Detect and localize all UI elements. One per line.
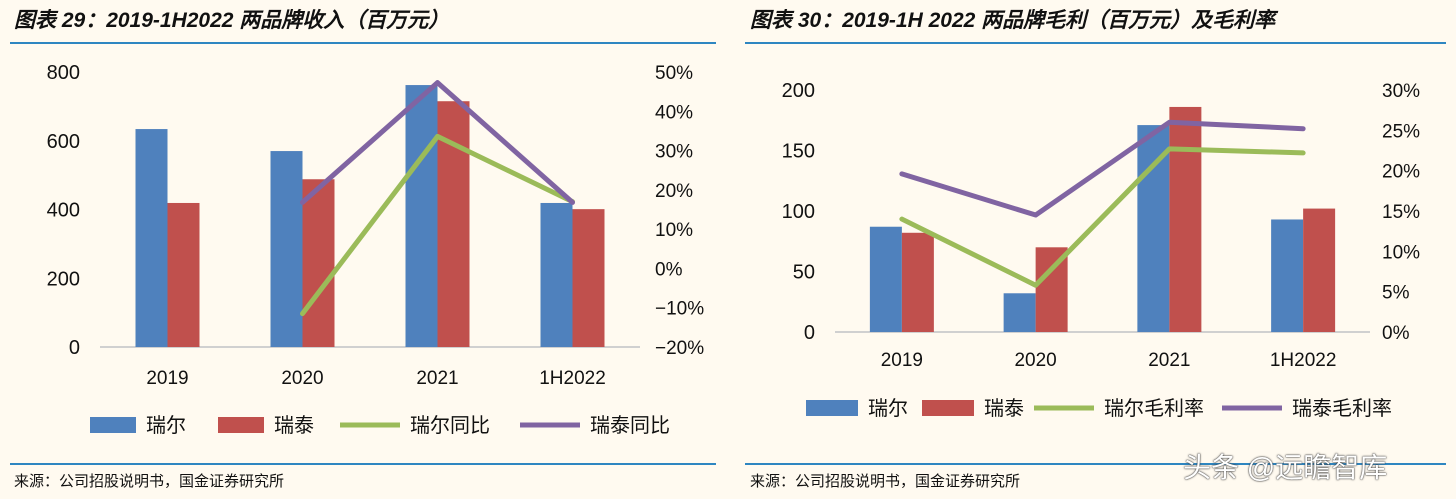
chart2-y-tick-label: 200 bbox=[782, 80, 815, 102]
chart1-x-tick-label: 2019 bbox=[146, 368, 188, 389]
chart2-bar-瑞泰-2021 bbox=[1169, 106, 1202, 332]
chart1-bar-瑞泰-2019 bbox=[167, 202, 200, 347]
chart1-legend-swatch bbox=[218, 417, 264, 433]
chart1-y2-tick-label: −10% bbox=[655, 299, 704, 320]
chart2-y2-tick-label: 5% bbox=[1382, 283, 1410, 304]
chart2-source: 来源：公司招股说明书，国金证券研究所 bbox=[750, 473, 1021, 490]
chart1-y-tick-label: 200 bbox=[47, 268, 80, 290]
chart2-bar-瑞泰-2019 bbox=[901, 232, 934, 332]
chart1-x-tick-label: 1H2022 bbox=[539, 368, 606, 389]
chart1-y2-tick-label: 0% bbox=[655, 259, 683, 280]
chart1-y2-tick-label: 10% bbox=[655, 220, 693, 241]
chart2-y-tick-label: 150 bbox=[782, 141, 815, 163]
chart1-legend-label: 瑞尔 bbox=[146, 414, 186, 437]
chart1-y2-tick-label: 40% bbox=[655, 102, 693, 123]
chart2-x-tick-label: 2020 bbox=[1014, 350, 1056, 371]
chart2-source-rule bbox=[745, 463, 1446, 465]
chart1-source-rule bbox=[10, 463, 716, 465]
chart2-y-tick-label: 0 bbox=[804, 322, 815, 344]
chart2-title: 图表 30：2019-1H 2022 两品牌毛利（百万元）及毛利率 bbox=[750, 9, 1276, 32]
chart1-y2-tick-label: 50% bbox=[655, 63, 693, 84]
chart2-y-tick-label: 100 bbox=[782, 201, 815, 223]
chart2-x-tick-label: 1H2022 bbox=[1270, 350, 1337, 371]
chart2-line-瑞尔毛利率 bbox=[899, 146, 1306, 288]
chart2-y2-tick-label: 10% bbox=[1382, 242, 1420, 263]
chart2-bar-瑞尔-2021 bbox=[1137, 125, 1170, 332]
chart2-line-瑞泰毛利率 bbox=[899, 119, 1306, 218]
chart2-y2-tick-label: 20% bbox=[1382, 162, 1420, 183]
chart1-source: 来源：公司招股说明书，国金证券研究所 bbox=[14, 473, 285, 490]
chart1-x-tick-label: 2020 bbox=[281, 368, 323, 389]
chart2-bar-瑞泰-1H2022 bbox=[1303, 208, 1336, 332]
chart2-legend-swatch bbox=[806, 400, 858, 416]
watermark: 头条 @远瞻智库 bbox=[1183, 452, 1388, 483]
chart1-bar-瑞尔-2021 bbox=[405, 85, 438, 347]
chart1-bar-瑞尔-2020 bbox=[270, 151, 303, 347]
chart2-title-rule bbox=[745, 42, 1446, 44]
chart1-title: 图表 29：2019-1H2022 两品牌收入（百万元） bbox=[14, 9, 450, 32]
chart2-legend-label: 瑞尔 bbox=[868, 397, 908, 420]
chart1-legend-label: 瑞尔同比 bbox=[410, 414, 490, 437]
chart1-x-tick-label: 2021 bbox=[416, 368, 458, 389]
chart1-legend-swatch bbox=[90, 417, 136, 433]
chart1-y-tick-label: 600 bbox=[47, 131, 80, 153]
chart1-y-tick-label: 0 bbox=[69, 337, 80, 359]
chart2-bar-瑞尔-2020 bbox=[1003, 293, 1036, 332]
chart1-legend-label: 瑞泰 bbox=[274, 414, 314, 437]
chart2-y2-tick-label: 25% bbox=[1382, 121, 1420, 142]
chart2-y2-tick-label: 15% bbox=[1382, 202, 1420, 223]
chart1-bar-瑞尔-1H2022 bbox=[540, 202, 573, 347]
chart2-bar-瑞尔-1H2022 bbox=[1271, 219, 1304, 332]
chart1-legend-label: 瑞泰同比 bbox=[590, 414, 670, 437]
chart2-legend-label: 瑞尔毛利率 bbox=[1104, 397, 1204, 420]
chart1-bar-瑞泰-1H2022 bbox=[572, 209, 605, 347]
chart1-y2-tick-label: 30% bbox=[655, 142, 693, 163]
chart1-bar-瑞尔-2019 bbox=[135, 129, 168, 347]
chart2-y-tick-label: 50 bbox=[793, 262, 815, 284]
chart2-bar-瑞尔-2019 bbox=[869, 226, 902, 332]
chart1-y2-tick-label: 20% bbox=[655, 181, 693, 202]
chart1-title-rule bbox=[10, 42, 716, 44]
chart2-y2-tick-label: 30% bbox=[1382, 81, 1420, 102]
chart1-y2-tick-label: −20% bbox=[655, 338, 704, 359]
chart1-bar-瑞泰-2020 bbox=[302, 179, 335, 347]
chart2-y2-tick-label: 0% bbox=[1382, 323, 1410, 344]
chart1-y-tick-label: 800 bbox=[47, 62, 80, 84]
chart1-y-tick-label: 400 bbox=[47, 200, 80, 222]
chart2-legend-label: 瑞泰 bbox=[984, 397, 1024, 420]
chart2-x-tick-label: 2021 bbox=[1148, 350, 1190, 371]
chart2-x-tick-label: 2019 bbox=[881, 350, 923, 371]
chart2-legend-swatch bbox=[922, 400, 974, 416]
chart2-legend-label: 瑞泰毛利率 bbox=[1292, 397, 1392, 420]
